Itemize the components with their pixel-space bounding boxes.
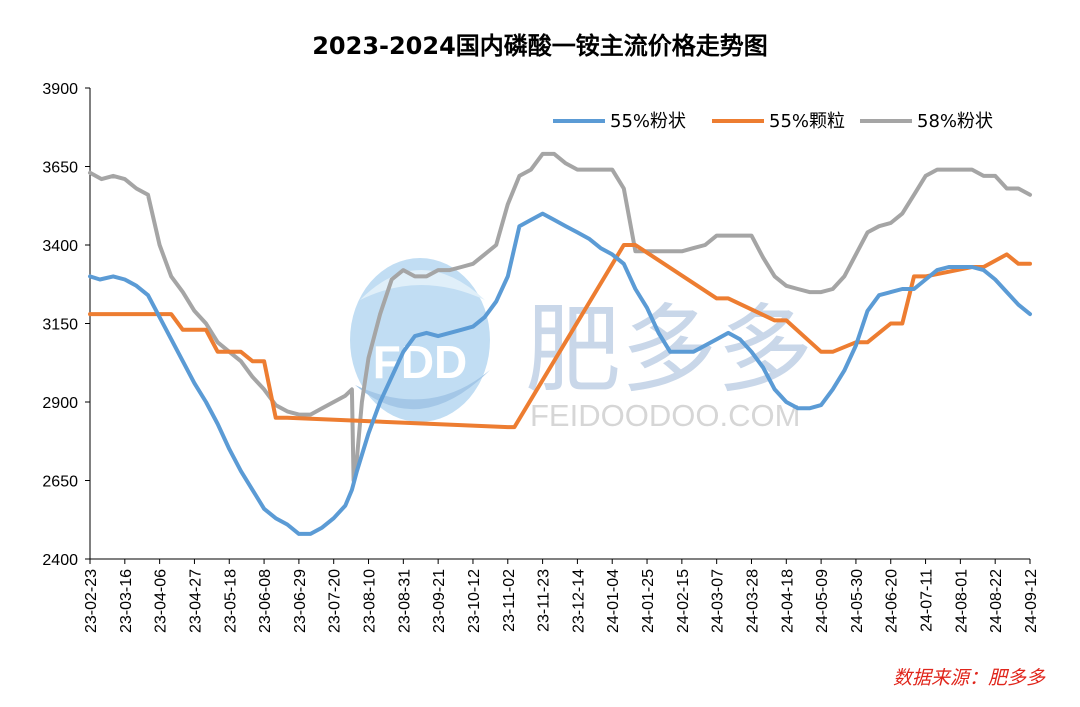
x-tick-label: 24-08-22 (988, 569, 1005, 633)
x-tick-label: 24-01-25 (640, 569, 657, 633)
x-tick-label: 24-06-20 (884, 569, 901, 633)
x-tick-label: 23-06-29 (292, 569, 309, 633)
axes: 2400 2650 2900 3150 3400 3650 3900 23-02-23 23-0… (42, 81, 1040, 633)
y-tick-label: 3400 (42, 238, 78, 255)
chart-title: 2023-2024国内磷酸一铵主流价格走势图 (312, 32, 768, 60)
y-tick-label: 2900 (42, 395, 78, 412)
legend-label: 55%粉状 (610, 111, 686, 132)
x-tick-label: 23-09-21 (431, 569, 448, 633)
x-tick-label: 23-08-10 (362, 569, 379, 633)
x-tick-label: 23-04-27 (187, 569, 204, 633)
x-tick-label: 23-11-02 (501, 569, 518, 632)
x-tick-label: 23-12-14 (570, 569, 587, 633)
x-tick-label: 23-08-31 (396, 569, 413, 633)
x-tick-label: 23-05-18 (222, 569, 239, 633)
x-tick-label: 24-01-04 (605, 569, 622, 633)
x-tick-label: 23-11-23 (536, 569, 553, 632)
series-line-1 (88, 211, 1032, 536)
x-tick-label: 23-02-23 (83, 569, 100, 633)
x-tick-label: 24-05-30 (849, 569, 866, 633)
source-note: 数据来源：肥多多 (893, 667, 1046, 689)
legend-label: 58%粉状 (917, 111, 993, 132)
x-tick-label: 23-10-12 (466, 569, 483, 633)
x-tick-label: 23-06-08 (257, 569, 274, 633)
x-tick-label: 24-03-07 (710, 569, 727, 633)
legend-label: 55%颗粒 (769, 111, 845, 132)
legend: 55%粉状 55%颗粒 58%粉状 (553, 111, 993, 132)
series-layer (88, 151, 1032, 536)
x-tick-label: 23-07-20 (327, 569, 344, 633)
y-tick-label: 3900 (42, 81, 78, 98)
watermark-url: FEIDOODOO.COM (530, 398, 800, 433)
x-tick-label: 24-03-28 (744, 569, 761, 633)
y-tick-label: 3150 (42, 317, 78, 334)
y-tick-label: 3650 (42, 160, 78, 177)
x-tick-label: 23-04-06 (153, 569, 170, 633)
series-line-3 (88, 151, 1032, 483)
series-line-2 (88, 243, 1032, 430)
watermark-logo-text: FDD (373, 336, 468, 388)
x-tick-label: 24-02-15 (675, 569, 692, 633)
x-tick-label: 24-08-01 (953, 569, 970, 633)
x-tick-label: 24-07-11 (919, 569, 936, 632)
y-tick-label: 2650 (42, 474, 78, 491)
y-tick-label: 2400 (42, 552, 78, 569)
x-tick-label: 24-09-12 (1023, 569, 1040, 633)
x-tick-label: 24-05-09 (814, 569, 831, 633)
x-tick-label: 23-03-16 (118, 569, 135, 633)
x-tick-label: 24-04-18 (779, 569, 796, 633)
